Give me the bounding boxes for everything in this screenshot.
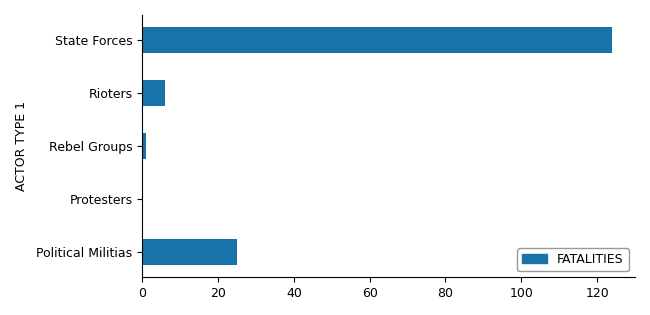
- Legend: FATALITIES: FATALITIES: [517, 248, 629, 271]
- Bar: [142, 133, 146, 159]
- Bar: [142, 239, 237, 265]
- Y-axis label: ACTOR TYPE 1: ACTOR TYPE 1: [15, 101, 28, 191]
- Bar: [142, 27, 612, 54]
- Bar: [142, 80, 165, 106]
